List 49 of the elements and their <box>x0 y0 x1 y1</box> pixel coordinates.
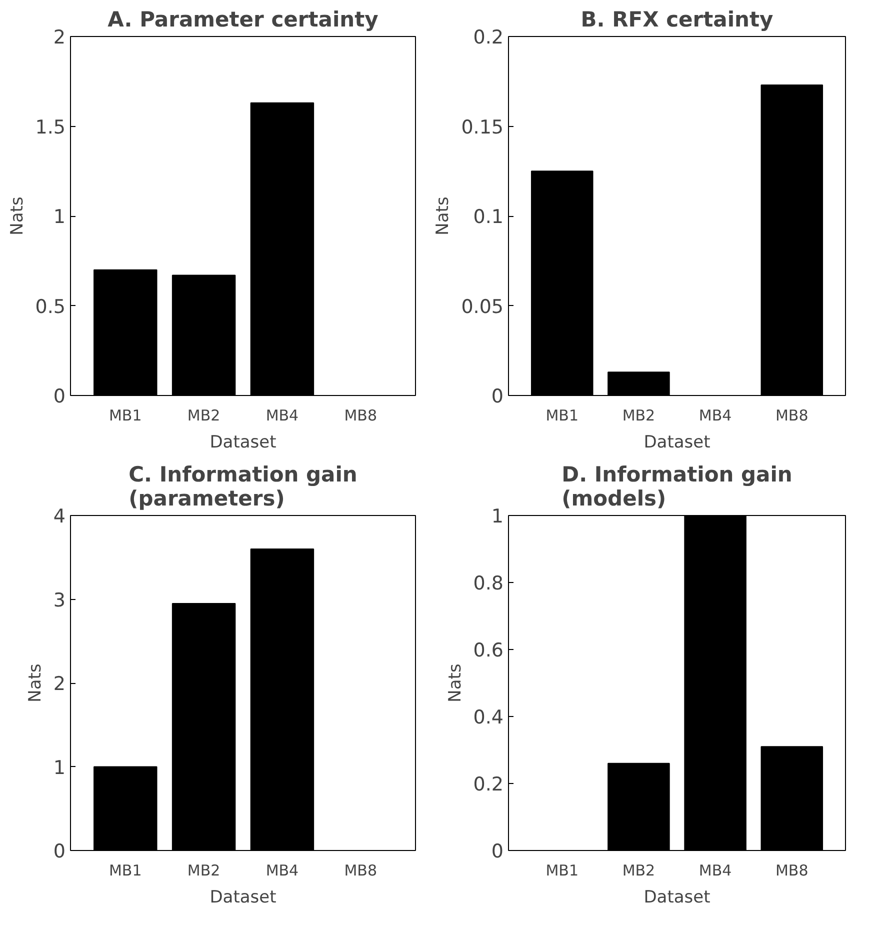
y-tick-label: 4 <box>53 506 66 528</box>
y-axis-title: Nats <box>25 664 46 702</box>
chart-title: A. Parameter certainty <box>108 8 379 32</box>
y-tick-label: 2 <box>53 26 66 48</box>
x-tick-label: MB1 <box>546 406 579 424</box>
y-tick-label: 1 <box>53 756 66 779</box>
y-tick-label: 0.4 <box>473 706 504 728</box>
x-tick-label: MB4 <box>266 862 299 880</box>
y-axis-title: Nats <box>433 196 454 236</box>
x-tick-label: MB4 <box>266 406 299 424</box>
y-tick-label: 1.5 <box>35 116 66 138</box>
y-tick-label: 0.15 <box>461 116 504 138</box>
x-tick-label: MB1 <box>109 406 142 424</box>
y-tick-label: 0.2 <box>473 774 504 796</box>
y-tick-label: 2 <box>53 673 66 695</box>
y-tick-label: 0 <box>491 386 504 408</box>
x-tick-label: MB1 <box>109 862 142 880</box>
x-tick-label: MB4 <box>698 406 732 424</box>
y-tick-label: 0 <box>53 840 66 862</box>
y-axis-title: Nats <box>445 664 466 702</box>
y-axis-title: Nats <box>7 196 28 236</box>
x-axis-title: Dataset <box>210 432 277 452</box>
chart-title: B. RFX certainty <box>580 8 774 32</box>
x-tick-label: MB2 <box>622 862 656 880</box>
y-tick-label: 0.5 <box>35 296 66 318</box>
x-tick-label: MB8 <box>776 406 808 424</box>
y-tick-label: 0.1 <box>473 206 504 228</box>
y-tick-label: 0.2 <box>473 26 504 48</box>
x-tick-label: MB2 <box>622 406 656 424</box>
y-tick-label: 0.6 <box>473 640 504 662</box>
chart-title: D. Information gain (models) <box>562 462 792 510</box>
x-tick-label: MB4 <box>698 862 732 880</box>
x-tick-label: MB1 <box>546 862 579 880</box>
y-tick-label: 1 <box>53 206 66 228</box>
x-tick-label: MB8 <box>344 862 378 880</box>
x-axis-title: Dataset <box>644 432 711 452</box>
y-tick-label: 0.05 <box>461 296 504 318</box>
y-tick-label: 0 <box>53 386 66 408</box>
y-tick-label: 1 <box>491 506 504 528</box>
chart-title: C. Information gain (parameters) <box>128 462 358 510</box>
x-tick-label: MB8 <box>344 406 378 424</box>
y-tick-label: 3 <box>53 589 66 612</box>
x-axis-title: Dataset <box>210 888 277 908</box>
x-axis-title: Dataset <box>644 888 711 908</box>
y-tick-label: 0.8 <box>473 572 504 594</box>
x-tick-label: MB8 <box>776 862 808 880</box>
y-tick-label: 0 <box>491 840 504 862</box>
x-tick-label: MB2 <box>187 862 220 880</box>
x-tick-label: MB2 <box>187 406 220 424</box>
